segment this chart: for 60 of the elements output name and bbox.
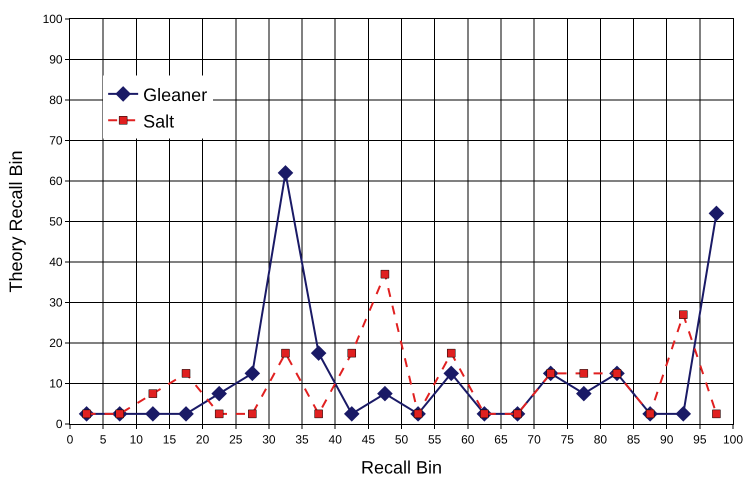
point (182, 369, 190, 378)
y-tick-label: 20 (49, 336, 63, 350)
y-tick-label: 0 (56, 417, 63, 432)
point (679, 310, 688, 319)
y-tick-label: 80 (49, 93, 63, 108)
x-tick-label: 100 (722, 432, 744, 446)
point (708, 206, 724, 222)
point (145, 406, 161, 422)
x-tick-label: 65 (494, 432, 508, 446)
point (580, 369, 588, 378)
x-tick-label: 0 (66, 432, 74, 446)
point (148, 389, 158, 398)
x-tick-label: 20 (196, 432, 210, 446)
x-tick-label: 15 (162, 432, 176, 446)
x-tick-label: 90 (660, 432, 674, 446)
y-tick-label: 30 (49, 296, 63, 310)
y-axis-title: Theory Recall Bin (6, 150, 26, 293)
x-tick-label: 40 (328, 432, 342, 446)
point (211, 386, 227, 402)
point (178, 406, 194, 422)
point (380, 270, 390, 278)
y-tick-label: 70 (49, 134, 63, 148)
x-tick-label: 10 (130, 432, 144, 446)
x-tick-label: 25 (229, 432, 243, 446)
y-tick-label: 40 (49, 255, 63, 270)
x-tick-label: 50 (394, 432, 408, 446)
point (712, 410, 721, 418)
legend-label: Salt (143, 111, 174, 132)
y-tick-label: 10 (49, 376, 63, 391)
x-tick-label: 60 (461, 432, 475, 446)
x-tick-label: 35 (295, 432, 310, 446)
point (244, 366, 260, 382)
y-tick-label: 90 (49, 52, 63, 67)
point (348, 348, 356, 358)
point (214, 410, 224, 418)
point (344, 406, 360, 422)
point (377, 386, 393, 402)
point (310, 345, 326, 361)
point (443, 366, 460, 382)
x-tick-label: 95 (693, 432, 707, 446)
point (314, 410, 323, 418)
point (576, 386, 592, 402)
y-tick-label: 100 (42, 12, 63, 26)
x-tick-label: 5 (100, 432, 107, 446)
x-tick-label: 80 (594, 432, 608, 446)
point (281, 348, 290, 358)
y-tick-label: 50 (49, 214, 63, 229)
point (675, 406, 692, 422)
x-tick-label: 55 (428, 432, 442, 446)
x-tick-label: 85 (626, 432, 641, 446)
point (446, 348, 456, 358)
x-tick-label: 75 (560, 432, 574, 446)
point (278, 165, 294, 181)
legend-label: Gleaner (143, 84, 208, 105)
x-axis-title: Recall Bin (360, 458, 442, 478)
x-tick-label: 70 (527, 432, 542, 446)
point (248, 410, 257, 418)
y-tick-label: 60 (49, 174, 63, 188)
x-tick-label: 30 (262, 432, 276, 446)
x-tick-label: 45 (362, 432, 376, 446)
